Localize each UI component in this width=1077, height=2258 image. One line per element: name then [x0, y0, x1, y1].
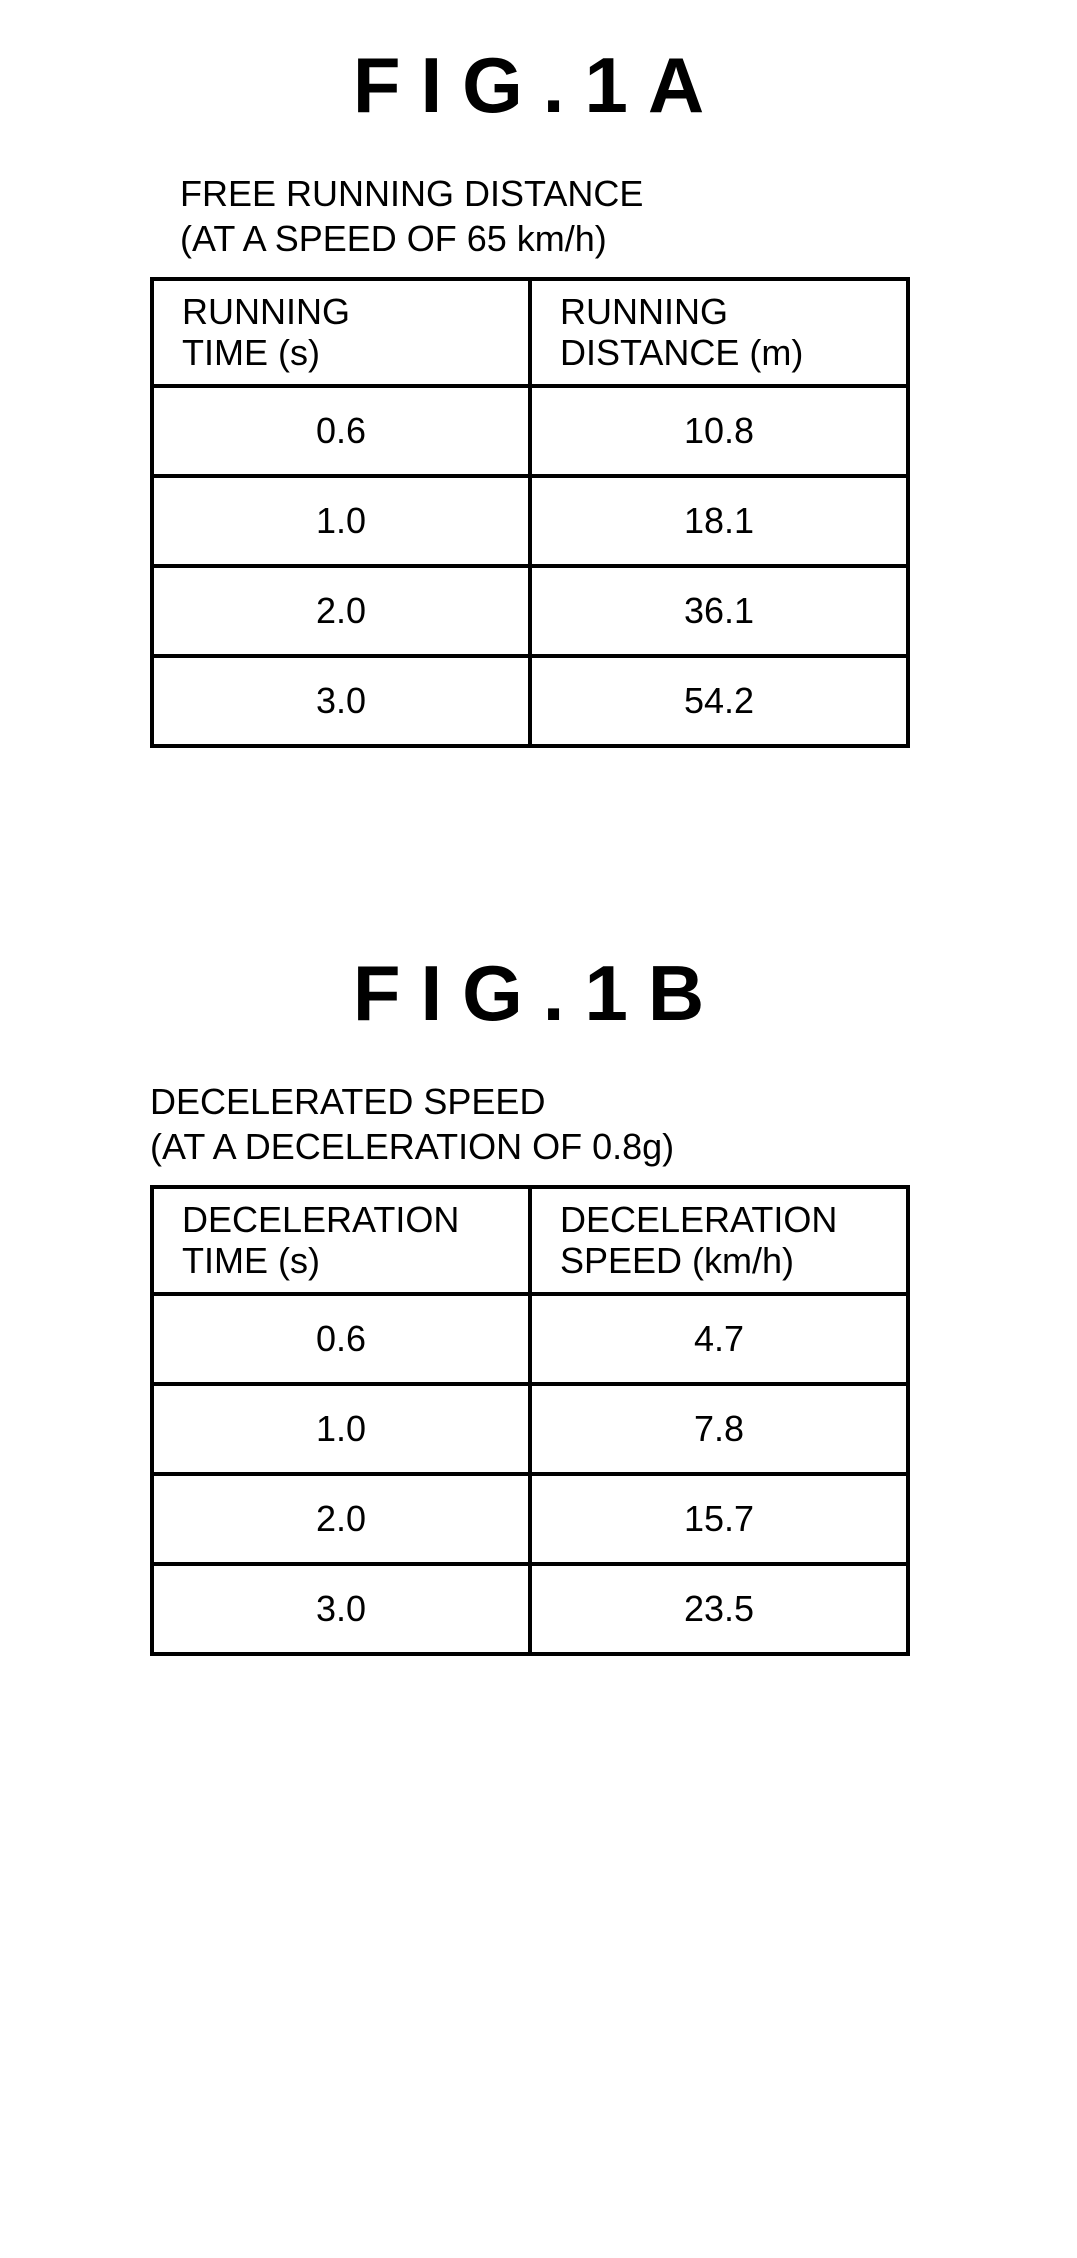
table-row: 2.0 36.1 — [152, 566, 908, 656]
col-header-running-distance: RUNNINGDISTANCE (m) — [530, 279, 908, 386]
table-row: 0.6 10.8 — [152, 386, 908, 476]
cell: 2.0 — [152, 1474, 530, 1564]
figure-1b: FIG.1B DECELERATED SPEED (AT A DECELERAT… — [0, 948, 1077, 1656]
cell: 7.8 — [530, 1384, 908, 1474]
figure-1a-title: FIG.1A — [0, 40, 1077, 131]
figure-1a-subtitle: FREE RUNNING DISTANCE (AT A SPEED OF 65 … — [180, 171, 1077, 261]
figure-1b-title: FIG.1B — [0, 948, 1077, 1039]
table-row: 1.0 18.1 — [152, 476, 908, 566]
cell: 3.0 — [152, 656, 530, 746]
col-header-running-time: RUNNINGTIME (s) — [152, 279, 530, 386]
page: FIG.1A FREE RUNNING DISTANCE (AT A SPEED… — [0, 0, 1077, 1756]
figure-1a-subtitle-line1: FREE RUNNING DISTANCE — [180, 173, 643, 214]
figure-1b-subtitle: DECELERATED SPEED (AT A DECELERATION OF … — [150, 1079, 1077, 1169]
figure-1a-table: RUNNINGTIME (s) RUNNINGDISTANCE (m) 0.6 … — [150, 277, 910, 748]
table-row: 0.6 4.7 — [152, 1294, 908, 1384]
table-row: 3.0 54.2 — [152, 656, 908, 746]
cell: 18.1 — [530, 476, 908, 566]
cell: 10.8 — [530, 386, 908, 476]
cell: 3.0 — [152, 1564, 530, 1654]
table-header-row: DECELERATIONTIME (s) DECELERATIONSPEED (… — [152, 1187, 908, 1294]
col-header-deceleration-time: DECELERATIONTIME (s) — [152, 1187, 530, 1294]
figure-1a: FIG.1A FREE RUNNING DISTANCE (AT A SPEED… — [0, 40, 1077, 748]
table-row: 1.0 7.8 — [152, 1384, 908, 1474]
table-row: 3.0 23.5 — [152, 1564, 908, 1654]
table-row: 2.0 15.7 — [152, 1474, 908, 1564]
figure-1b-subtitle-line2: (AT A DECELERATION OF 0.8g) — [150, 1126, 674, 1167]
cell: 54.2 — [530, 656, 908, 746]
figure-1b-subtitle-line1: DECELERATED SPEED — [150, 1081, 545, 1122]
cell: 0.6 — [152, 1294, 530, 1384]
cell: 4.7 — [530, 1294, 908, 1384]
cell: 0.6 — [152, 386, 530, 476]
cell: 1.0 — [152, 476, 530, 566]
cell: 2.0 — [152, 566, 530, 656]
col-header-deceleration-speed: DECELERATIONSPEED (km/h) — [530, 1187, 908, 1294]
cell: 15.7 — [530, 1474, 908, 1564]
table-header-row: RUNNINGTIME (s) RUNNINGDISTANCE (m) — [152, 279, 908, 386]
figure-1a-subtitle-line2: (AT A SPEED OF 65 km/h) — [180, 218, 607, 259]
cell: 23.5 — [530, 1564, 908, 1654]
cell: 36.1 — [530, 566, 908, 656]
figure-1b-table: DECELERATIONTIME (s) DECELERATIONSPEED (… — [150, 1185, 910, 1656]
cell: 1.0 — [152, 1384, 530, 1474]
